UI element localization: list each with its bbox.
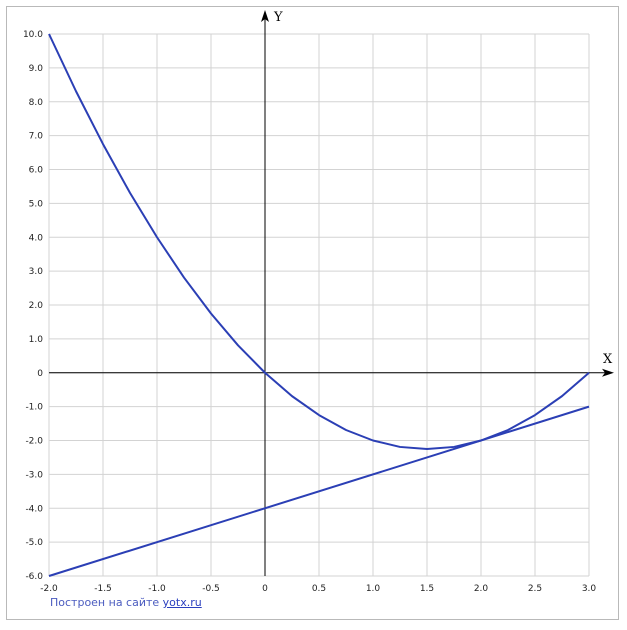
- x-tick-label: 3.0: [582, 584, 597, 594]
- series-line-1: [48, 33, 590, 450]
- y-tick-label: 6.0: [29, 166, 44, 176]
- y-tick-label: 9.0: [29, 64, 44, 74]
- credit-text: Построен на сайте: [50, 596, 163, 609]
- x-tick-label: -0.5: [202, 584, 220, 594]
- x-axis-label: X: [603, 352, 613, 367]
- y-tick-label: -5.0: [25, 538, 43, 548]
- credit-line: Построен на сайте yotx.ru: [50, 596, 202, 609]
- y-tick-label: 2.0: [29, 301, 44, 311]
- y-tick-label: -3.0: [25, 470, 43, 480]
- y-tick-label: 7.0: [29, 132, 44, 142]
- x-tick-label: 0: [262, 584, 268, 594]
- y-tick-label: -4.0: [25, 504, 43, 514]
- credit-link[interactable]: yotx.ru: [162, 596, 202, 609]
- x-tick-label: 1.0: [366, 584, 381, 594]
- y-tick-label: 8.0: [29, 98, 44, 108]
- x-axis-arrow-icon: [602, 368, 614, 377]
- y-axis-label: Y: [273, 10, 283, 25]
- x-tick-label: 2.0: [474, 584, 489, 594]
- x-tick-label: -2.0: [40, 584, 58, 594]
- y-tick-label: 3.0: [29, 267, 44, 277]
- y-axis-arrow-icon: [261, 10, 269, 22]
- x-tick-label: 1.5: [420, 584, 434, 594]
- grid-lines: [48, 33, 590, 577]
- y-tick-label: 4.0: [29, 233, 44, 243]
- x-tick-label: 0.5: [312, 584, 326, 594]
- y-tick-label: 0: [37, 369, 43, 379]
- y-tick-label: 5.0: [29, 199, 44, 209]
- chart-frame: [6, 6, 619, 620]
- x-tick-label: -1.5: [94, 584, 112, 594]
- y-tick-label: 1.0: [29, 335, 44, 345]
- x-tick-label: -1.0: [148, 584, 166, 594]
- y-tick-label: 10.0: [23, 30, 43, 40]
- y-tick-label: -2.0: [25, 437, 43, 447]
- y-tick-label: -1.0: [25, 403, 43, 413]
- series-line-2: [48, 405, 590, 577]
- x-tick-label: 2.5: [528, 584, 542, 594]
- y-tick-label: -6.0: [25, 572, 43, 582]
